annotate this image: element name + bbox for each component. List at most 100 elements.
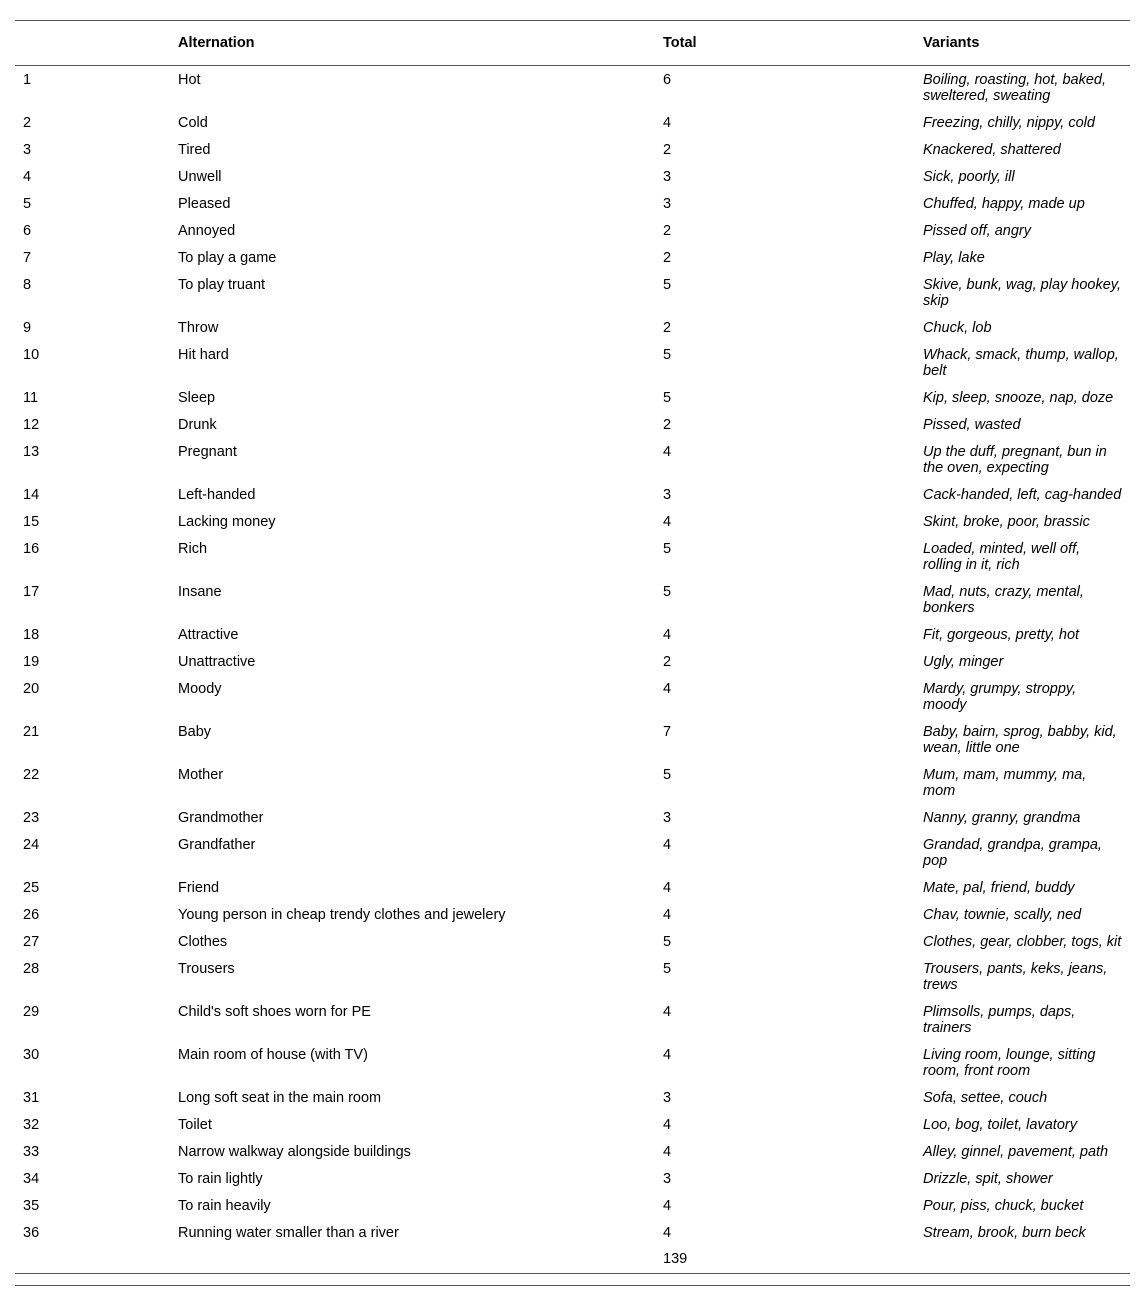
cell-total: 4 xyxy=(655,1041,915,1084)
table-row: 9Throw2Chuck, lob xyxy=(15,314,1130,341)
cell-variants: Nanny, granny, grandma xyxy=(915,804,1130,831)
cell-variants: Mum, mam, mummy, ma, mom xyxy=(915,761,1130,804)
table-row: 15Lacking money4Skint, broke, poor, bras… xyxy=(15,508,1130,535)
cell-total: 2 xyxy=(655,314,915,341)
cell-variants: Boiling, roasting, hot, baked, sweltered… xyxy=(915,66,1130,110)
table-row: 4Unwell3Sick, poorly, ill xyxy=(15,163,1130,190)
cell-alternation: Long soft seat in the main room xyxy=(170,1084,655,1111)
cell-empty xyxy=(170,1246,655,1273)
cell-num: 36 xyxy=(15,1219,170,1246)
cell-alternation: Annoyed xyxy=(170,217,655,244)
cell-alternation: Pleased xyxy=(170,190,655,217)
cell-num: 28 xyxy=(15,955,170,998)
cell-variants: Ugly, minger xyxy=(915,648,1130,675)
cell-variants: Chuck, lob xyxy=(915,314,1130,341)
cell-num: 12 xyxy=(15,411,170,438)
cell-variants: Play, lake xyxy=(915,244,1130,271)
header-alternation: Alternation xyxy=(170,21,655,66)
cell-alternation: Insane xyxy=(170,578,655,621)
cell-num: 13 xyxy=(15,438,170,481)
cell-total: 5 xyxy=(655,535,915,578)
cell-variants: Skive, bunk, wag, play hookey, skip xyxy=(915,271,1130,314)
cell-alternation: Grandfather xyxy=(170,831,655,874)
cell-alternation: Friend xyxy=(170,874,655,901)
cell-num: 8 xyxy=(15,271,170,314)
cell-variants: Chav, townie, scally, ned xyxy=(915,901,1130,928)
cell-alternation: Attractive xyxy=(170,621,655,648)
table-row: 10Hit hard5Whack, smack, thump, wallop, … xyxy=(15,341,1130,384)
table-row: 6Annoyed2Pissed off, angry xyxy=(15,217,1130,244)
cell-variants: Whack, smack, thump, wallop, belt xyxy=(915,341,1130,384)
cell-alternation: Unwell xyxy=(170,163,655,190)
table-row: 32Toilet4Loo, bog, toilet, lavatory xyxy=(15,1111,1130,1138)
cell-num: 9 xyxy=(15,314,170,341)
cell-total: 2 xyxy=(655,411,915,438)
cell-alternation: Sleep xyxy=(170,384,655,411)
cell-num: 7 xyxy=(15,244,170,271)
cell-total: 3 xyxy=(655,1084,915,1111)
cell-total: 4 xyxy=(655,621,915,648)
cell-num: 30 xyxy=(15,1041,170,1084)
cell-alternation: To play a game xyxy=(170,244,655,271)
cell-num: 10 xyxy=(15,341,170,384)
table-row: 18Attractive4Fit, gorgeous, pretty, hot xyxy=(15,621,1130,648)
table-row: 2Cold4Freezing, chilly, nippy, cold xyxy=(15,109,1130,136)
cell-total: 5 xyxy=(655,955,915,998)
table-row: 7To play a game2Play, lake xyxy=(15,244,1130,271)
cell-alternation: Rich xyxy=(170,535,655,578)
header-total: Total xyxy=(655,21,915,66)
cell-alternation: Hit hard xyxy=(170,341,655,384)
cell-alternation: Young person in cheap trendy clothes and… xyxy=(170,901,655,928)
cell-total: 5 xyxy=(655,271,915,314)
cell-num: 5 xyxy=(15,190,170,217)
cell-num: 17 xyxy=(15,578,170,621)
table-row: 31Long soft seat in the main room3Sofa, … xyxy=(15,1084,1130,1111)
table-bottom-rule xyxy=(15,1273,1130,1285)
table-row: 24Grandfather4Grandad, grandpa, grampa, … xyxy=(15,831,1130,874)
cell-variants: Fit, gorgeous, pretty, hot xyxy=(915,621,1130,648)
cell-num: 4 xyxy=(15,163,170,190)
table-row: 30Main room of house (with TV)4Living ro… xyxy=(15,1041,1130,1084)
table-row: 26Young person in cheap trendy clothes a… xyxy=(15,901,1130,928)
cell-variants: Living room, lounge, sitting room, front… xyxy=(915,1041,1130,1084)
cell-total: 4 xyxy=(655,1111,915,1138)
table-row: 36Running water smaller than a river4Str… xyxy=(15,1219,1130,1246)
cell-alternation: Drunk xyxy=(170,411,655,438)
table-row: 34To rain lightly3Drizzle, spit, shower xyxy=(15,1165,1130,1192)
cell-variants: Cack-handed, left, cag-handed xyxy=(915,481,1130,508)
cell-variants: Mad, nuts, crazy, mental, bonkers xyxy=(915,578,1130,621)
cell-variants: Pour, piss, chuck, bucket xyxy=(915,1192,1130,1219)
cell-total: 4 xyxy=(655,438,915,481)
cell-total: 4 xyxy=(655,831,915,874)
cell-alternation: Grandmother xyxy=(170,804,655,831)
cell-num: 23 xyxy=(15,804,170,831)
cell-num: 2 xyxy=(15,109,170,136)
cell-num: 22 xyxy=(15,761,170,804)
cell-variants: Stream, brook, burn beck xyxy=(915,1219,1130,1246)
cell-variants: Knackered, shattered xyxy=(915,136,1130,163)
cell-num: 6 xyxy=(15,217,170,244)
cell-variants: Clothes, gear, clobber, togs, kit xyxy=(915,928,1130,955)
cell-variants: Pissed, wasted xyxy=(915,411,1130,438)
cell-variants: Chuffed, happy, made up xyxy=(915,190,1130,217)
cell-alternation: Main room of house (with TV) xyxy=(170,1041,655,1084)
cell-variants: Baby, bairn, sprog, babby, kid, wean, li… xyxy=(915,718,1130,761)
cell-total: 2 xyxy=(655,244,915,271)
cell-num: 14 xyxy=(15,481,170,508)
cell-total: 4 xyxy=(655,1192,915,1219)
cell-empty xyxy=(15,1246,170,1273)
cell-alternation: To rain lightly xyxy=(170,1165,655,1192)
cell-alternation: Trousers xyxy=(170,955,655,998)
cell-total: 4 xyxy=(655,1138,915,1165)
table-row: 20Moody4Mardy, grumpy, stroppy, moody xyxy=(15,675,1130,718)
header-variants: Variants xyxy=(915,21,1130,66)
table-row: 23Grandmother3Nanny, granny, grandma xyxy=(15,804,1130,831)
cell-total: 5 xyxy=(655,341,915,384)
cell-alternation: Unattractive xyxy=(170,648,655,675)
table-row: 17Insane5Mad, nuts, crazy, mental, bonke… xyxy=(15,578,1130,621)
cell-variants: Grandad, grandpa, grampa, pop xyxy=(915,831,1130,874)
table-row: 25Friend4Mate, pal, friend, buddy xyxy=(15,874,1130,901)
cell-variants: Sofa, settee, couch xyxy=(915,1084,1130,1111)
cell-num: 31 xyxy=(15,1084,170,1111)
table-row: 33Narrow walkway alongside buildings4All… xyxy=(15,1138,1130,1165)
